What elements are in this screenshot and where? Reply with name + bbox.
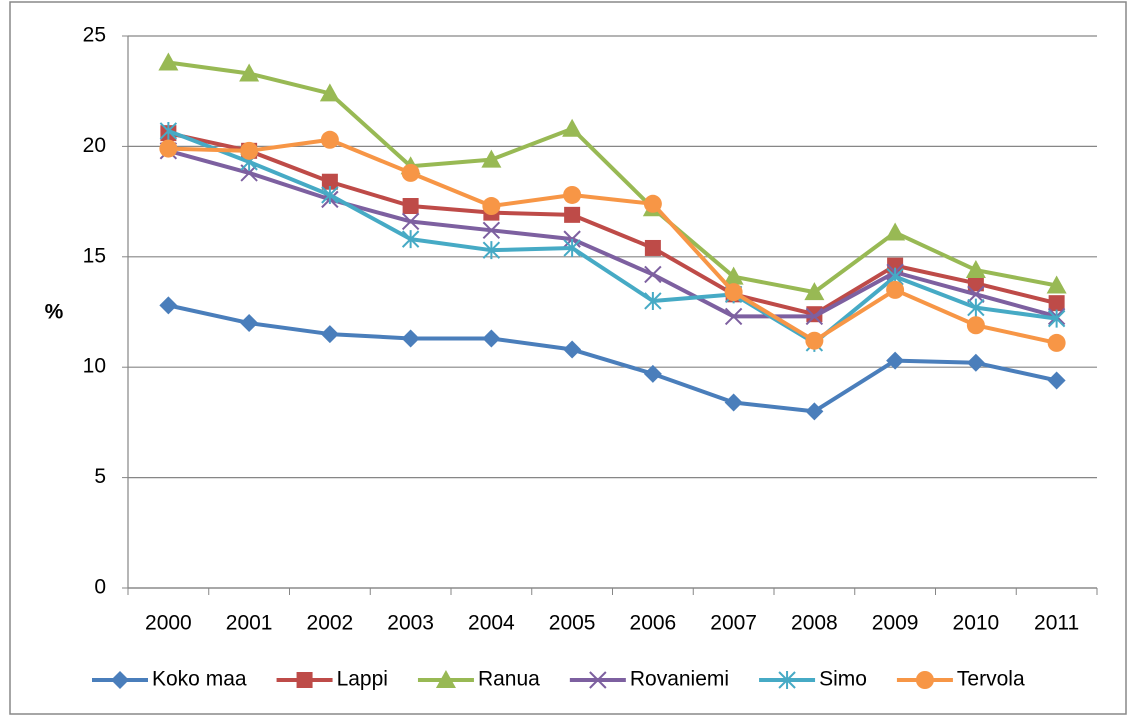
data-point — [563, 340, 582, 359]
legend-label: Tervola — [957, 668, 1025, 691]
data-point — [159, 121, 178, 140]
data-point — [320, 325, 339, 344]
data-point — [966, 316, 985, 335]
data-point — [564, 206, 581, 223]
data-point — [644, 239, 661, 256]
legend-label: Simo — [819, 668, 867, 691]
data-point — [401, 230, 420, 249]
data-point — [643, 364, 662, 383]
series-line — [167, 303, 1058, 414]
x-tick-label: 2000 — [145, 612, 192, 635]
data-point — [965, 260, 986, 279]
data-point — [482, 241, 501, 260]
data-point — [482, 221, 501, 240]
data-point — [967, 298, 985, 317]
data-point — [967, 285, 985, 304]
x-tick-label: 2008 — [791, 612, 838, 635]
data-point — [319, 83, 340, 102]
data-point — [1046, 275, 1067, 294]
y-tick-label: 0 — [94, 576, 106, 599]
data-point — [723, 266, 744, 285]
data-point — [401, 212, 420, 231]
series-line — [167, 129, 1057, 345]
y-tick-label: 15 — [83, 244, 106, 267]
data-point — [320, 130, 339, 149]
x-tick-label: 2007 — [710, 612, 757, 635]
series-line — [168, 137, 1058, 345]
data-point — [886, 280, 905, 299]
series-line — [167, 148, 1058, 319]
data-point — [240, 141, 259, 160]
data-point — [482, 329, 501, 348]
data-point — [643, 194, 662, 213]
x-tick-label: 2001 — [226, 612, 273, 635]
legend-marker — [435, 670, 456, 688]
data-point — [159, 296, 178, 315]
data-point — [805, 307, 824, 326]
data-point — [724, 307, 743, 326]
data-point — [481, 149, 502, 168]
data-point — [805, 331, 824, 350]
x-tick-label: 2005 — [549, 612, 596, 635]
data-point — [563, 238, 581, 257]
data-point — [321, 185, 339, 204]
data-point — [1047, 309, 1066, 328]
data-point — [402, 198, 419, 215]
series-line — [167, 131, 1058, 317]
data-point — [967, 275, 984, 292]
data-point — [1048, 295, 1065, 312]
legend-label: Koko maa — [152, 668, 247, 691]
legend-label: Rovaniemi — [630, 668, 729, 691]
legend-marker — [296, 672, 313, 688]
y-tick-label: 25 — [83, 24, 106, 47]
data-point — [966, 353, 985, 372]
data-point — [240, 314, 259, 333]
y-tick-label: 10 — [83, 355, 106, 378]
legend-marker — [778, 671, 796, 689]
data-point — [401, 329, 420, 348]
x-tick-label: 2004 — [468, 612, 515, 635]
legend-marker — [111, 671, 129, 689]
data-point — [644, 291, 662, 310]
data-point — [482, 197, 501, 216]
data-point — [401, 163, 420, 182]
legend-label: Ranua — [478, 668, 540, 691]
x-tick-label: 2003 — [387, 612, 434, 635]
data-point — [885, 222, 906, 241]
data-point — [1047, 333, 1066, 352]
x-tick-label: 2006 — [630, 612, 677, 635]
legend-marker — [589, 671, 607, 689]
x-tick-label: 2002 — [307, 612, 354, 635]
x-tick-label: 2009 — [872, 612, 919, 635]
data-point — [1047, 371, 1066, 390]
data-point — [724, 283, 743, 302]
data-point — [321, 173, 338, 190]
data-point — [644, 265, 662, 284]
legend-label: Lappi — [337, 668, 388, 691]
chart-frame — [9, 1, 1127, 715]
data-point — [724, 393, 743, 412]
data-point — [804, 282, 825, 301]
y-axis-label: % — [45, 301, 64, 324]
y-tick-label: 20 — [83, 134, 106, 157]
data-point — [562, 118, 583, 137]
y-tick-label: 5 — [94, 465, 106, 488]
data-point — [805, 402, 824, 421]
series-line — [168, 60, 1058, 295]
data-point — [563, 185, 582, 204]
data-point — [886, 351, 905, 370]
data-point — [158, 52, 179, 71]
x-tick-label: 2010 — [953, 612, 1000, 635]
x-tick-label: 2011 — [1034, 612, 1079, 635]
data-point — [159, 139, 178, 158]
legend-marker — [915, 671, 934, 689]
data-point — [239, 63, 260, 82]
